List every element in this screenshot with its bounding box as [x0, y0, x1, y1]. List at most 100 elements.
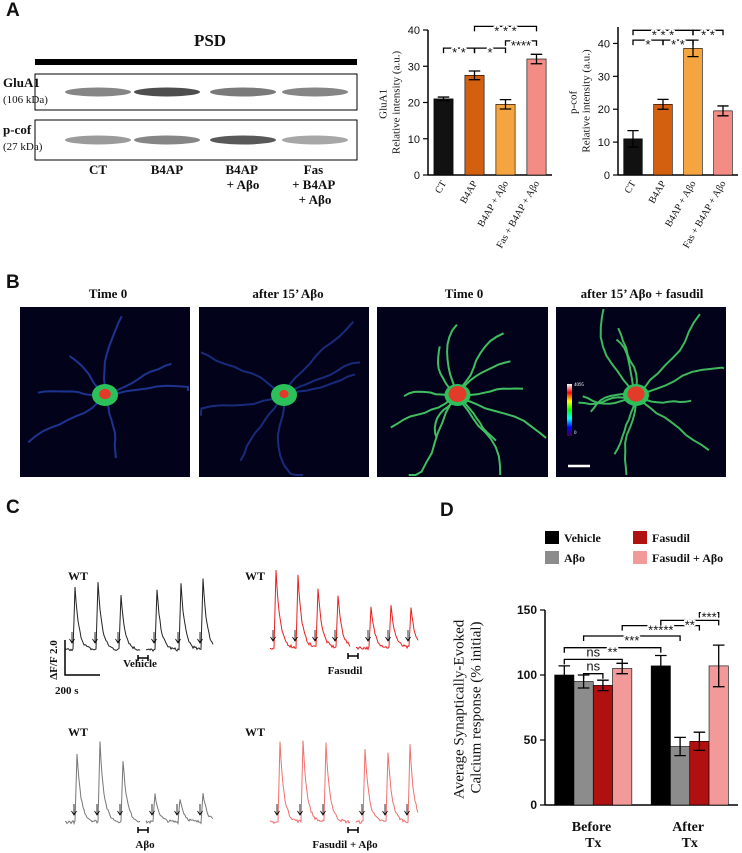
- chart: 0 50 100 150 Average Synaptically-Evoked Cal…: [451, 531, 738, 851]
- wash-bar: [347, 827, 359, 833]
- lane-label: B4AP: [151, 162, 184, 177]
- stim-arrow: [270, 630, 276, 642]
- dendrite: [617, 327, 638, 396]
- image-title: Time 0: [445, 286, 483, 301]
- stim-arrow: [404, 804, 410, 816]
- blot-bar: [35, 59, 357, 65]
- dendrite: [239, 394, 285, 462]
- significance-label: * *: [452, 45, 466, 60]
- dendrite: [102, 315, 123, 395]
- stim-arrow: [117, 804, 123, 816]
- stim-arrow: [197, 804, 203, 816]
- blot-bands: [65, 87, 348, 145]
- stim-arrow: [405, 630, 411, 642]
- calcium-trace: [269, 740, 419, 825]
- significance-bracket: [563, 658, 623, 665]
- blot-row-label: p-cof: [3, 122, 32, 137]
- error-bar: [717, 105, 729, 117]
- blot-band: [282, 135, 348, 145]
- blot-band: [210, 135, 276, 145]
- genotype-label: WT: [68, 725, 88, 739]
- significance-bracket: [662, 39, 694, 46]
- y-tick-label: 40: [598, 38, 610, 50]
- stim-arrow: [94, 804, 100, 816]
- genotype-label: WT: [245, 569, 265, 583]
- error-bar: [468, 70, 481, 81]
- soma-core: [627, 386, 645, 402]
- image-title: after 15’ Aβo + fasudil: [581, 286, 704, 301]
- y-tick-label: 10: [408, 134, 420, 146]
- wash-bar: [347, 653, 359, 659]
- x-tick-label: B4AP: [458, 179, 480, 206]
- bar: [592, 685, 613, 806]
- dendrite: [635, 313, 701, 396]
- wash-bar: [137, 655, 149, 661]
- bar: [683, 48, 703, 176]
- legend-label: Fasudil + Aβo: [652, 551, 723, 565]
- y-tick-label: 30: [408, 61, 420, 73]
- soma-core: [99, 388, 111, 400]
- stim-arrow: [312, 630, 318, 642]
- stim-arrow: [332, 630, 338, 642]
- scale-bar: [64, 640, 100, 676]
- dendrite: [200, 351, 285, 396]
- blot-band: [134, 135, 200, 145]
- y-tick-label: 0: [604, 170, 610, 182]
- significance-label: * *: [671, 37, 685, 52]
- significance-bracket: [582, 635, 681, 641]
- panel-label: B: [6, 272, 20, 293]
- dendrite: [276, 394, 304, 476]
- x-tick-label: Before Tx: [572, 820, 615, 851]
- significance-bracket: [698, 611, 720, 618]
- dendrite: [623, 395, 637, 476]
- dendrite: [283, 361, 361, 396]
- y-tick-label: 50: [524, 733, 538, 747]
- dendrite: [200, 394, 285, 416]
- dendrite: [390, 394, 459, 429]
- bar: [464, 75, 485, 176]
- stim-arrow: [365, 630, 371, 642]
- dendrite: [635, 394, 710, 452]
- calcium-trace: [64, 578, 214, 653]
- genotype-label: WT: [68, 569, 88, 583]
- error-bar: [712, 644, 725, 688]
- dendrite: [635, 366, 725, 396]
- significance-bracket: [473, 47, 507, 54]
- legend-swatch: [633, 551, 647, 564]
- stim-arrow: [297, 804, 303, 816]
- stim-arrow: [385, 630, 391, 642]
- significance-bracket: [660, 619, 720, 626]
- dendrite: [599, 308, 637, 396]
- bar: [653, 103, 673, 176]
- blot-title: PSD: [194, 31, 226, 50]
- significance-label: * *: [701, 27, 715, 42]
- stim-arrow: [320, 804, 326, 816]
- stim-arrow: [92, 632, 98, 644]
- lane-label: B4AP + Aβo: [225, 162, 260, 192]
- soma-core: [279, 389, 289, 399]
- dendrite: [408, 394, 459, 476]
- y-tick-label: 30: [598, 71, 610, 83]
- bar: [650, 665, 671, 806]
- stim-arrow: [149, 804, 155, 816]
- blot-row-size: (27 kDa): [3, 141, 43, 153]
- lane-label: Fas + B4AP + Aβo: [292, 162, 338, 207]
- x-tick-label: B4AP: [647, 179, 669, 206]
- y-axis-label: GluA1 Relative intensity (a.u.): [378, 51, 403, 155]
- y-tick-label: 0: [530, 798, 537, 812]
- bar: [713, 110, 733, 176]
- x-tick-label: After Tx: [672, 820, 707, 851]
- stim-arrow: [274, 804, 280, 816]
- error-bar: [674, 736, 686, 757]
- lane-label: CT: [89, 162, 107, 177]
- legend-label: Aβo: [564, 551, 585, 565]
- bar: [433, 98, 454, 176]
- chart: 0 10 20 30 40 p-cof Relative intensity (a.u.)…: [568, 26, 738, 250]
- significance-bracket: [563, 647, 662, 653]
- significance-bracket: [473, 25, 538, 32]
- calcium-trace: [64, 741, 214, 826]
- stim-arrow: [382, 804, 388, 816]
- condition-label: Fasudil + Aβo: [312, 839, 378, 851]
- significance-bracket: [582, 673, 604, 679]
